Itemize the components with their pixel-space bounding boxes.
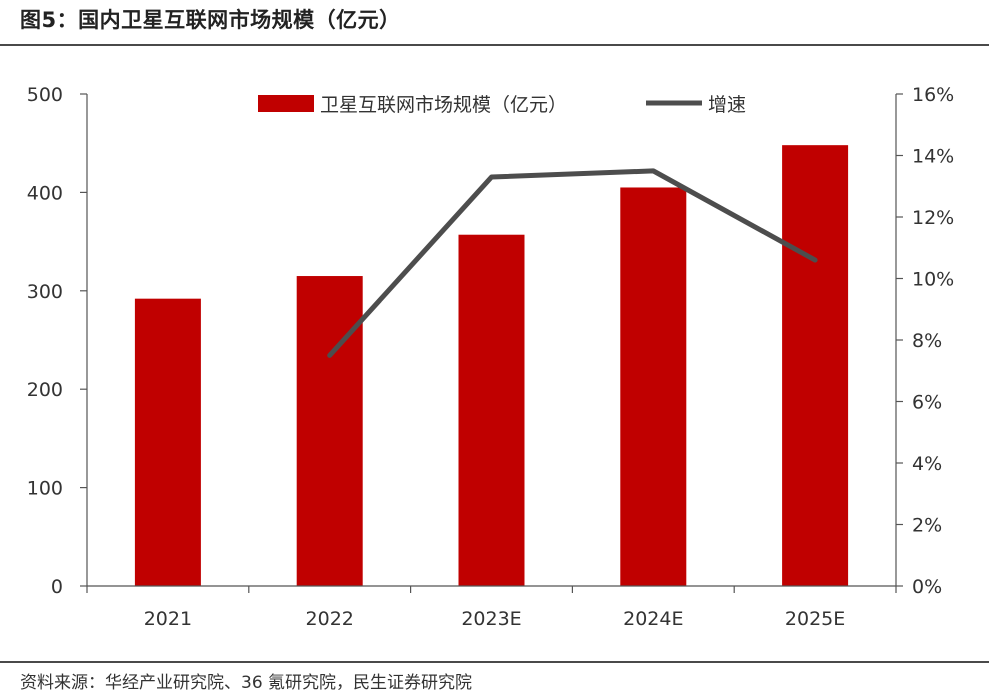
bar-2024E	[620, 187, 687, 587]
y-right-tick-label: 0%	[912, 576, 942, 598]
y-left-tick-label: 400	[27, 182, 63, 204]
bar-2021	[134, 298, 201, 586]
x-tick-label: 2024E	[623, 608, 683, 630]
x-tick-label: 2023E	[461, 608, 521, 630]
y-left-tick-label: 500	[27, 84, 63, 106]
y-right-tick-label: 6%	[912, 392, 942, 414]
bar-2022	[296, 276, 363, 586]
y-left-tick-label: 100	[27, 478, 63, 500]
y-right-tick-label: 2%	[912, 515, 942, 537]
bar-2025E	[782, 145, 849, 586]
growth-line	[327, 168, 818, 358]
y-right-tick-label: 8%	[912, 330, 942, 352]
bars-group	[134, 145, 849, 587]
x-tick-label: 2021	[144, 608, 192, 630]
source-note: 资料来源：华经产业研究院、36 氪研究院，民生证券研究院	[20, 673, 473, 693]
legend-bar-label: 卫星互联网市场规模（亿元）	[320, 94, 567, 116]
legend-line-label: 增速	[708, 94, 746, 116]
legend-bar-swatch	[258, 95, 314, 112]
legend: 卫星互联网市场规模（亿元） 增速	[258, 94, 746, 116]
bottom-rule	[0, 661, 989, 663]
y-left-tick-label: 0	[51, 576, 63, 598]
y-right-tick-label: 4%	[912, 453, 942, 475]
bar-2023E	[458, 234, 525, 586]
y-left-tick-label: 200	[27, 379, 63, 401]
x-tick-label: 2022	[306, 608, 354, 630]
y-right-tick-label: 14%	[912, 146, 954, 168]
figure-title: 图5：国内卫星互联网市场规模（亿元）	[20, 8, 401, 32]
y-left-tick-label: 300	[27, 281, 63, 303]
y-right-tick-label: 16%	[912, 84, 954, 106]
x-tick-label: 2025E	[785, 608, 845, 630]
axes-group: 0 100 200 300 400 500 0% 2% 4% 6% 8% 10% 12% 14% 16% 20…	[27, 84, 955, 630]
top-rule	[0, 44, 989, 46]
y-right-tick-label: 12%	[912, 207, 954, 229]
chart: 0 100 200 300 400 500 0% 2% 4% 6% 8% 10% 12% 14% 16% 20…	[27, 84, 955, 630]
y-right-tick-label: 10%	[912, 269, 954, 291]
line-group	[327, 168, 818, 358]
